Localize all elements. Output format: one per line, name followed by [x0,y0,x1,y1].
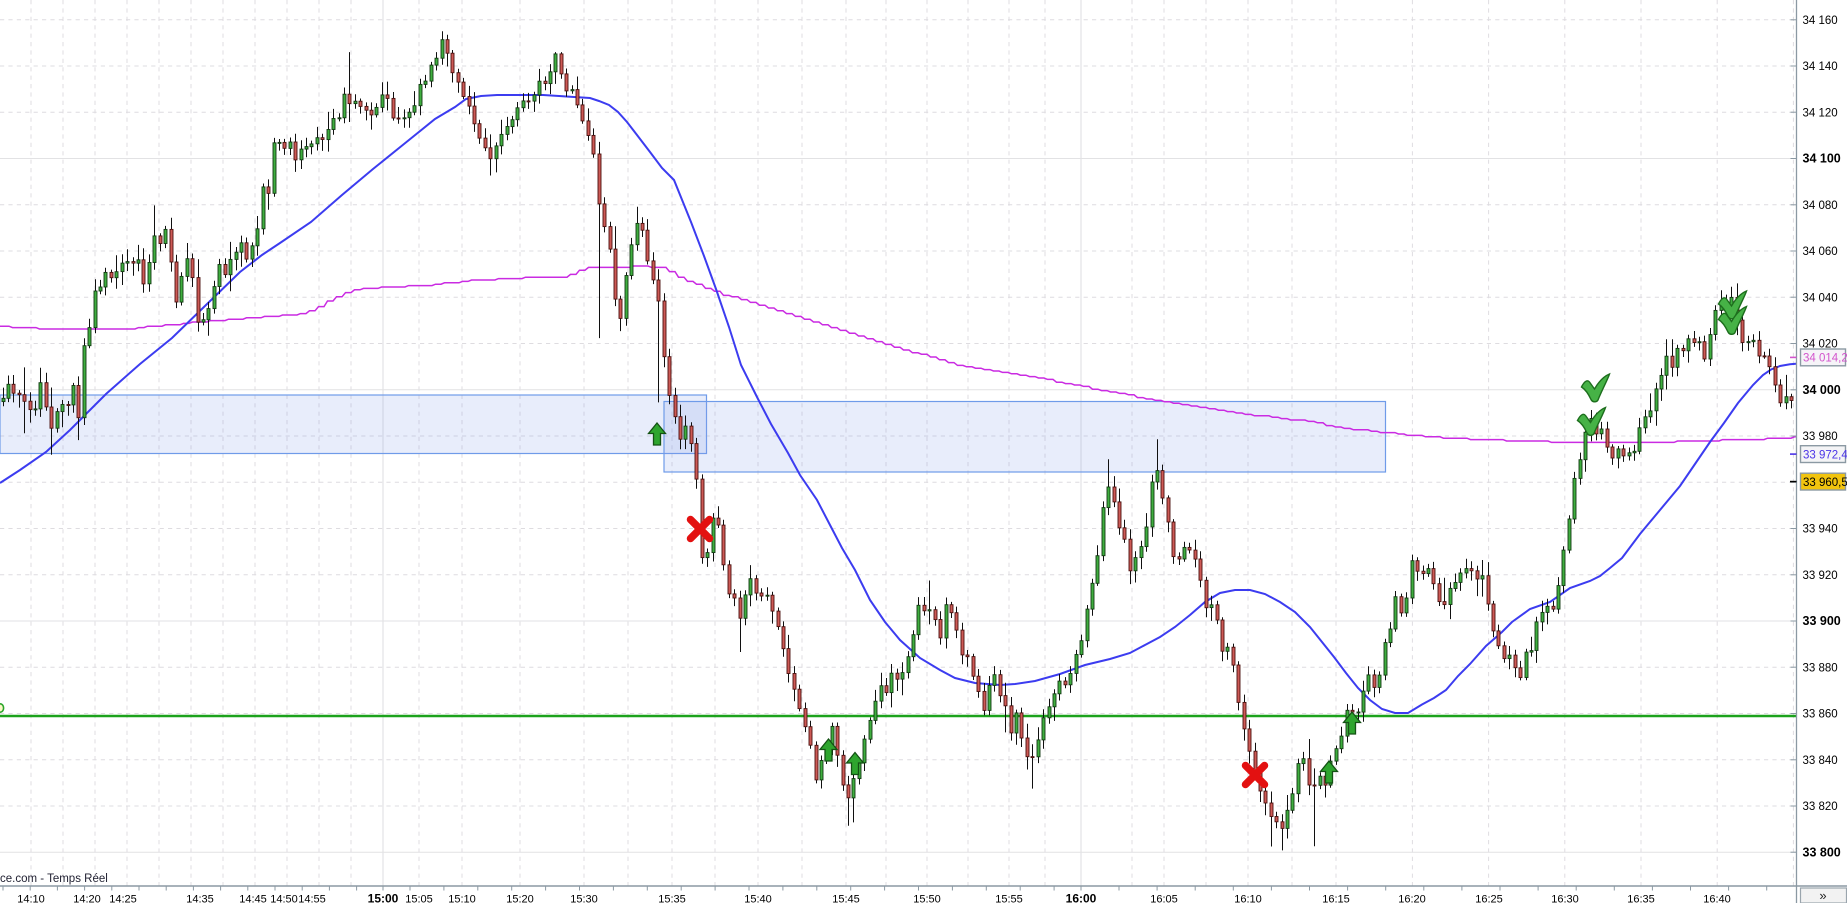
svg-text:15:40: 15:40 [744,894,772,904]
svg-text:14:35: 14:35 [186,894,214,904]
svg-text:33 820: 33 820 [1803,801,1838,813]
svg-text:15:20: 15:20 [506,894,534,904]
svg-text:16:25: 16:25 [1475,894,1503,904]
svg-text:14:45: 14:45 [239,894,267,904]
svg-text:15:45: 15:45 [832,894,860,904]
svg-text:16:40: 16:40 [1703,894,1731,904]
svg-text:16:00: 16:00 [1066,892,1097,904]
svg-text:34 080: 34 080 [1803,200,1838,212]
svg-text:15:00: 15:00 [368,892,399,904]
svg-text:14:55: 14:55 [298,894,326,904]
svg-text:15:55: 15:55 [995,894,1023,904]
svg-text:16:30: 16:30 [1551,894,1579,904]
svg-text:14:50: 14:50 [270,894,298,904]
svg-text:34 000: 34 000 [1803,383,1841,397]
svg-text:33 880: 33 880 [1803,663,1838,675]
svg-text:15:35: 15:35 [658,894,686,904]
svg-text:16:20: 16:20 [1398,894,1426,904]
svg-text:34 160: 34 160 [1803,15,1838,27]
svg-text:33 972,4: 33 972,4 [1803,449,1847,461]
svg-text:33 900: 33 900 [1803,614,1841,628]
svg-text:33 920: 33 920 [1803,570,1838,582]
svg-text:34 060: 34 060 [1803,246,1838,258]
svg-text:»: » [1819,888,1826,903]
svg-text:34 140: 34 140 [1803,61,1838,73]
svg-text:14:20: 14:20 [73,894,101,904]
svg-text:33 960,5: 33 960,5 [1803,477,1847,489]
svg-text:34 014,2: 34 014,2 [1803,353,1847,365]
svg-text:15:10: 15:10 [448,894,476,904]
svg-text:33 860: 33 860 [1803,709,1838,721]
svg-text:33 940: 33 940 [1803,524,1838,536]
svg-text:34 120: 34 120 [1803,108,1838,120]
svg-text:33 840: 33 840 [1803,755,1838,767]
svg-text:34 100: 34 100 [1803,152,1841,166]
svg-text:15:05: 15:05 [405,894,433,904]
svg-text:14:10: 14:10 [17,894,45,904]
svg-text:16:35: 16:35 [1627,894,1655,904]
svg-text:14:25: 14:25 [109,894,137,904]
svg-text:16:10: 16:10 [1234,894,1262,904]
svg-text:ce.com - Temps Réel: ce.com - Temps Réel [0,873,108,885]
svg-text:33 980: 33 980 [1803,431,1838,443]
svg-text:15:30: 15:30 [570,894,598,904]
svg-text:16:05: 16:05 [1150,894,1178,904]
svg-text:33 800: 33 800 [1803,846,1841,860]
svg-text:15:50: 15:50 [913,894,941,904]
svg-text:16:15: 16:15 [1322,894,1350,904]
svg-text:34 040: 34 040 [1803,292,1838,304]
svg-text:34 020: 34 020 [1803,339,1838,351]
